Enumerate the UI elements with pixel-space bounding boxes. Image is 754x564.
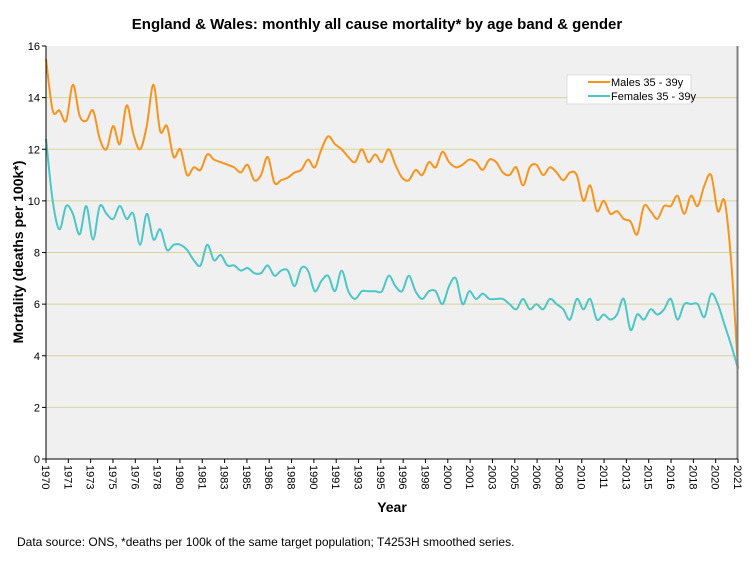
x-tick-label: 1995 <box>374 465 386 489</box>
y-axis-label: Mortality (deaths per 100k*) <box>10 161 26 344</box>
x-axis-label: Year <box>377 499 407 515</box>
x-tick-label: 1975 <box>106 465 118 489</box>
x-tick-label: 2011 <box>597 465 609 489</box>
x-tick-label: 1971 <box>61 465 73 489</box>
series-line-males <box>45 58 739 369</box>
x-tick-label: 2010 <box>575 465 587 489</box>
x-tick-label: 2015 <box>642 465 654 489</box>
series-line-females <box>45 138 739 369</box>
x-tick-label: 1988 <box>285 465 297 489</box>
x-tick-label: 2005 <box>508 465 520 489</box>
y-tick-label: 12 <box>28 144 40 156</box>
x-tick-label: 1991 <box>329 465 341 489</box>
y-tick-label: 10 <box>28 196 40 208</box>
x-tick-label: 1970 <box>39 465 51 489</box>
chart-title: England & Wales: monthly all cause morta… <box>131 16 623 33</box>
x-tick-label: 1985 <box>240 465 252 489</box>
x-tick-label: 2020 <box>709 465 721 489</box>
x-tick-label: 2000 <box>441 465 453 489</box>
y-tick-label: 14 <box>28 93 40 105</box>
x-tick-label: 1996 <box>396 465 408 489</box>
x-tick-label: 2001 <box>463 465 475 489</box>
legend-label-females: Females 35 - 39y <box>611 91 696 103</box>
x-tick-label: 2006 <box>530 465 542 489</box>
x-tick-label: 2008 <box>552 465 564 489</box>
y-tick-label: 4 <box>34 351 40 363</box>
x-tick-label: 1990 <box>307 465 319 489</box>
y-tick-label: 16 <box>28 41 40 53</box>
footer-note: Data source: ONS, *deaths per 100k of th… <box>17 535 515 549</box>
x-tick-label: 1980 <box>173 465 185 489</box>
legend-label-males: Males 35 - 39y <box>611 77 684 89</box>
y-tick-label: 8 <box>34 248 40 260</box>
x-tick-label: 1998 <box>418 465 430 489</box>
x-tick-label: 2021 <box>731 465 743 489</box>
x-tick-label: 1986 <box>262 465 274 489</box>
x-tick-label: 2018 <box>686 465 698 489</box>
y-tick-label: 0 <box>34 454 40 466</box>
x-tick-label: 1983 <box>218 465 230 489</box>
legend-box <box>566 74 692 105</box>
x-tick-label: 1978 <box>151 465 163 489</box>
x-tick-label: 2003 <box>485 465 497 489</box>
x-tick-label: 1973 <box>84 465 96 489</box>
y-tick-label: 6 <box>34 299 40 311</box>
y-tick-label: 2 <box>34 402 40 414</box>
x-tick-label: 1981 <box>195 465 207 489</box>
legend: Males 35 - 39y Females 35 - 39y <box>566 74 696 105</box>
x-tick-label: 2016 <box>664 465 676 489</box>
x-tick-label: 1976 <box>128 465 140 489</box>
x-tick-label: 2013 <box>619 465 631 489</box>
x-tick-label: 1993 <box>352 465 364 489</box>
